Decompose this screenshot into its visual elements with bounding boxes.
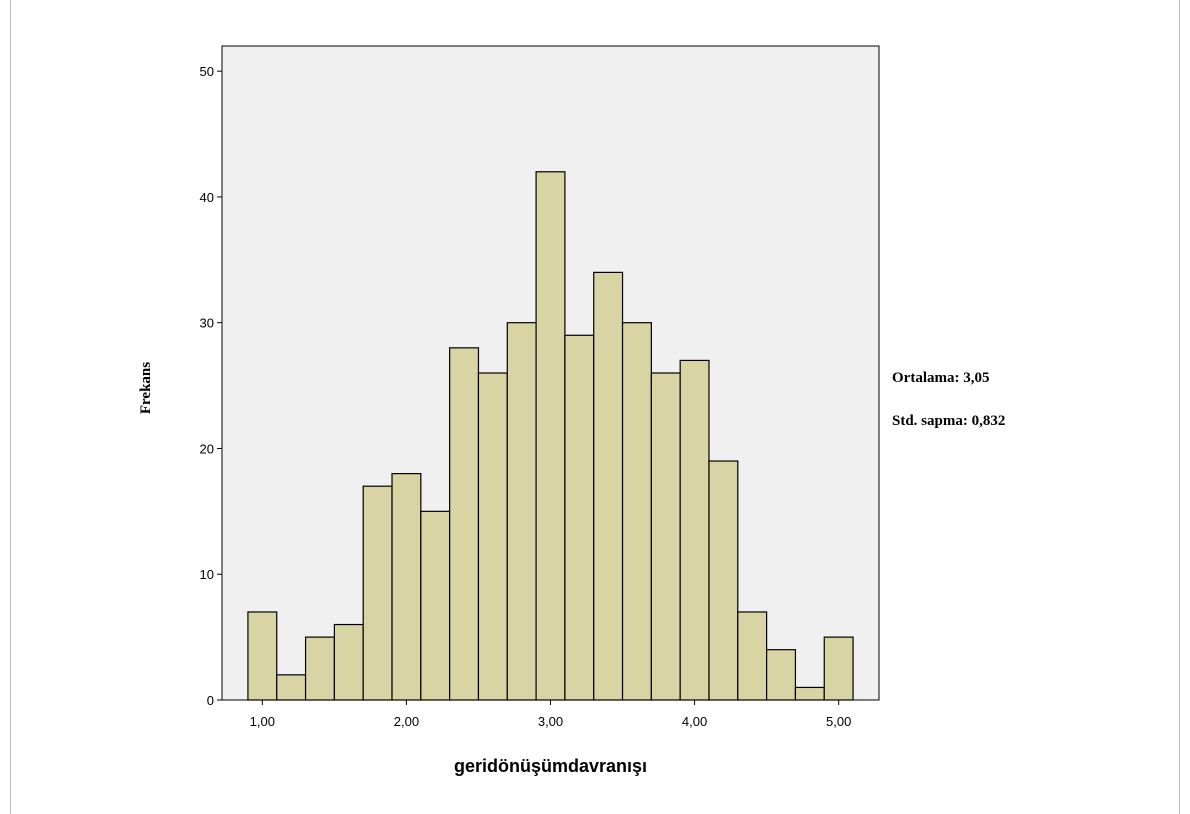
histogram-bar — [794, 686, 825, 701]
histogram-bar — [621, 322, 652, 701]
y-tick-label: 50 — [200, 64, 214, 79]
x-axis-label: geridönüşümdavranışı — [454, 756, 647, 776]
histogram-bar — [449, 347, 480, 701]
histogram-bar — [535, 171, 566, 701]
histogram-bar — [823, 636, 854, 701]
histogram-bar — [247, 611, 278, 701]
y-tick-label: 30 — [200, 316, 214, 331]
histogram-bar — [333, 623, 364, 701]
y-tick-label: 10 — [200, 567, 214, 582]
x-tick-label: 5,00 — [826, 714, 851, 729]
page-frame — [10, 0, 1180, 814]
histogram-bar — [304, 636, 335, 701]
y-axis: 0 10 20 30 40 50 — [200, 64, 222, 708]
histogram-bar — [766, 649, 797, 701]
histogram-bar — [650, 372, 681, 701]
histogram-bar — [391, 473, 422, 701]
histogram-bar — [593, 271, 624, 701]
histogram-bar — [679, 359, 710, 701]
histogram-bar — [362, 485, 393, 701]
histogram-bar — [708, 460, 739, 701]
x-tick-label: 4,00 — [682, 714, 707, 729]
std-dev-stat-label: Std. sapma: 0,832 — [892, 413, 1005, 429]
y-tick-label: 40 — [200, 190, 214, 205]
y-axis-label: Frekans — [138, 362, 154, 414]
y-tick-label: 20 — [200, 441, 214, 456]
mean-stat-label: Ortalama: 3,05 — [892, 370, 989, 386]
x-tick-label: 1,00 — [250, 714, 275, 729]
histogram-bar — [276, 674, 307, 701]
histogram-bar — [506, 322, 537, 701]
bars-group — [247, 171, 854, 701]
histogram-bar — [420, 510, 451, 701]
x-axis: 1,00 2,00 3,00 4,00 5,00 — [250, 700, 851, 729]
x-tick-label: 3,00 — [538, 714, 563, 729]
histogram-bar — [477, 372, 508, 701]
histogram-bar — [737, 611, 768, 701]
histogram-bar — [564, 334, 595, 701]
y-tick-label: 0 — [207, 693, 214, 708]
x-tick-label: 2,00 — [394, 714, 419, 729]
